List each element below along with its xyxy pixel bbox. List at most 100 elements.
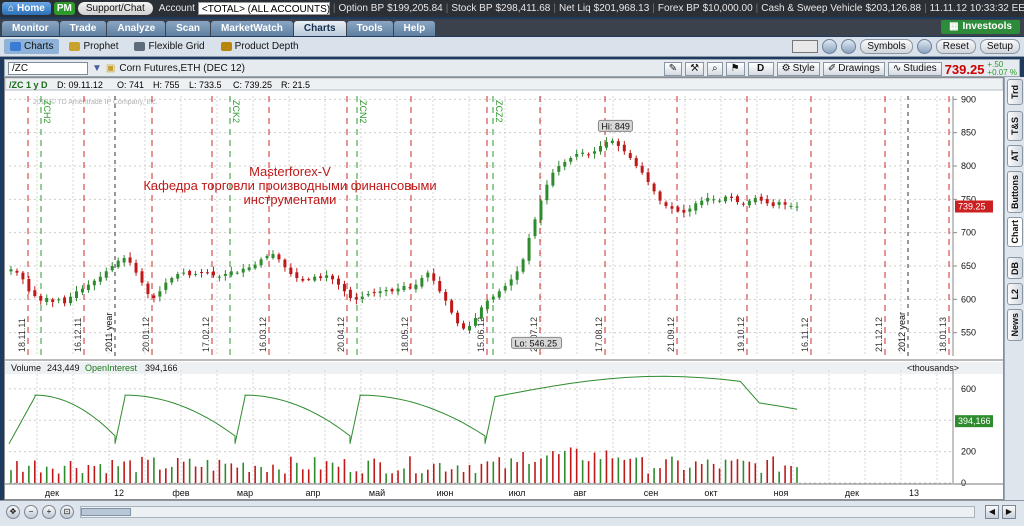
volume-header	[5, 362, 1003, 374]
candle-body	[604, 142, 608, 148]
tools-icon[interactable]: ⚒	[685, 62, 705, 76]
candle-body	[718, 200, 722, 202]
pencil-icon[interactable]: ✎	[663, 62, 683, 76]
candle-body	[331, 275, 335, 280]
tab-monitor[interactable]: Monitor	[2, 21, 59, 36]
style-button[interactable]: ⚙ Style	[776, 62, 820, 76]
candle-body	[628, 153, 632, 158]
last-price: 739.25	[944, 61, 985, 77]
annotation-line-3: инструментами	[244, 192, 337, 207]
candle-body	[223, 274, 227, 276]
depth-icon	[220, 42, 232, 51]
tab-trade[interactable]: Trade	[59, 21, 107, 36]
candle-body	[795, 206, 799, 208]
setup-button[interactable]: Setup	[979, 39, 1020, 54]
candle-body	[789, 206, 793, 207]
vol-tick-label: 600	[961, 384, 976, 394]
candle-body	[777, 202, 781, 205]
subtab-product-depth[interactable]: Product Depth	[215, 39, 305, 54]
bell-icon[interactable]	[822, 39, 838, 54]
investools-button[interactable]: ▦ Investools	[941, 20, 1020, 34]
home-button[interactable]: ⌂ Home	[2, 2, 51, 15]
reset-button[interactable]: Reset	[935, 39, 976, 54]
scroll-right-arrow[interactable]: ▶	[1002, 505, 1016, 519]
magnifier-icon[interactable]: ⌕	[707, 62, 723, 76]
subtab-prophet[interactable]: Prophet	[63, 39, 124, 54]
tab-tools[interactable]: Tools	[346, 21, 393, 36]
link-icon[interactable]	[841, 39, 857, 54]
scroll-track[interactable]	[80, 506, 975, 518]
studies-button[interactable]: ∿ Studies	[887, 62, 942, 76]
account-select[interactable]: <TOTAL> (ALL ACCOUNTS)	[197, 2, 330, 15]
candle-body	[176, 274, 180, 279]
account-label: Account	[158, 3, 195, 14]
net-change: +.50	[987, 60, 1004, 69]
sidetab-trd[interactable]: Trd	[1007, 79, 1023, 105]
sidetab-news[interactable]: News	[1007, 309, 1023, 341]
candle-body	[39, 296, 43, 301]
support-chat-button[interactable]: Support/Chat	[77, 2, 153, 15]
candle-body	[414, 284, 418, 290]
candle-body	[158, 291, 162, 297]
candle-body	[658, 191, 662, 201]
flag-icon[interactable]: ⚑	[725, 62, 745, 76]
candle-body	[724, 196, 728, 202]
sidetab-buttons[interactable]: Buttons	[1007, 171, 1023, 213]
color-swatch[interactable]	[792, 40, 819, 53]
symbol-input[interactable]: /ZC	[8, 61, 88, 75]
lo-label-box	[511, 336, 563, 349]
candle-body	[694, 203, 698, 211]
main-tabs: Monitor Trade Analyze Scan MarketWatch C…	[0, 19, 1024, 36]
candle-body	[122, 258, 126, 263]
candle-body	[575, 154, 579, 157]
chart-panel[interactable]: /ZC 1 y D D: 09.11.12 O: 741 H: 755 L: 733.5…	[4, 77, 1004, 500]
subtab-charts[interactable]: Charts	[4, 39, 60, 54]
tab-analyze[interactable]: Analyze	[107, 21, 166, 36]
candle-body	[581, 152, 585, 154]
sidetab-db[interactable]: DB	[1007, 257, 1023, 279]
sidetab-chart[interactable]: Chart	[1007, 217, 1023, 247]
scroll-thumb[interactable]	[81, 508, 131, 516]
candle-body	[706, 198, 710, 202]
sidetab-l2[interactable]: L2	[1007, 283, 1023, 305]
candle-body	[80, 288, 84, 293]
aggregation-d-button[interactable]: D	[747, 62, 774, 76]
candle-body	[152, 295, 156, 298]
net-liq-label: Net Liq	[558, 3, 591, 14]
fit-icon[interactable]: ⊡	[60, 505, 74, 519]
zoom-in-icon[interactable]: +	[42, 505, 56, 519]
sidetab-ts[interactable]: T&S	[1007, 111, 1023, 141]
candle-body	[9, 269, 13, 272]
chart-toolbar: /ZC ▼ ▣ Corn Futures,ETH (DEC 12) ✎ ⚒ ⌕ …	[4, 59, 1020, 77]
candle-body	[75, 291, 78, 298]
tab-marketwatch[interactable]: MarketWatch	[211, 21, 293, 36]
subtab-flexible-grid[interactable]: Flexible Grid	[128, 39, 210, 54]
zoom-out-icon[interactable]: −	[24, 505, 38, 519]
scroll-left-arrow[interactable]: ◀	[985, 505, 999, 519]
price-chart[interactable]: /ZC 1 y D D: 09.11.12 O: 741 H: 755 L: 733.5…	[4, 77, 1004, 499]
tab-charts[interactable]: Charts	[293, 21, 346, 36]
symbol-dropdown-icon[interactable]: ▼	[92, 62, 102, 74]
last-price-label: 739.25	[958, 202, 986, 212]
sweep-value: $203,126.88	[865, 3, 922, 14]
expiration-date-label: 20.01.12	[141, 317, 151, 352]
top-status-bar: ⌂ Home PM Support/Chat Account <TOTAL> (A…	[0, 0, 1024, 17]
candle-body	[491, 296, 495, 300]
tab-help[interactable]: Help	[393, 21, 436, 36]
candle-body	[688, 208, 692, 212]
volume-label: Volume	[11, 363, 41, 373]
candle-body	[468, 326, 471, 331]
pm-button[interactable]: PM	[53, 2, 75, 15]
sidetab-at[interactable]: AT	[1007, 145, 1023, 167]
pan-icon[interactable]: ✥	[6, 505, 20, 519]
candle-body	[116, 260, 120, 268]
candle-body	[515, 271, 519, 280]
print-icon[interactable]	[916, 39, 932, 54]
time-axis-label: сен	[644, 488, 659, 498]
time-axis-label: мар	[237, 488, 253, 498]
option-bp-value: $199,205.84	[387, 3, 443, 14]
drawings-button[interactable]: ✐ Drawings	[822, 62, 885, 76]
candle-body	[557, 166, 561, 172]
tab-scan[interactable]: Scan	[166, 21, 211, 36]
symbols-button[interactable]: Symbols	[860, 39, 913, 54]
